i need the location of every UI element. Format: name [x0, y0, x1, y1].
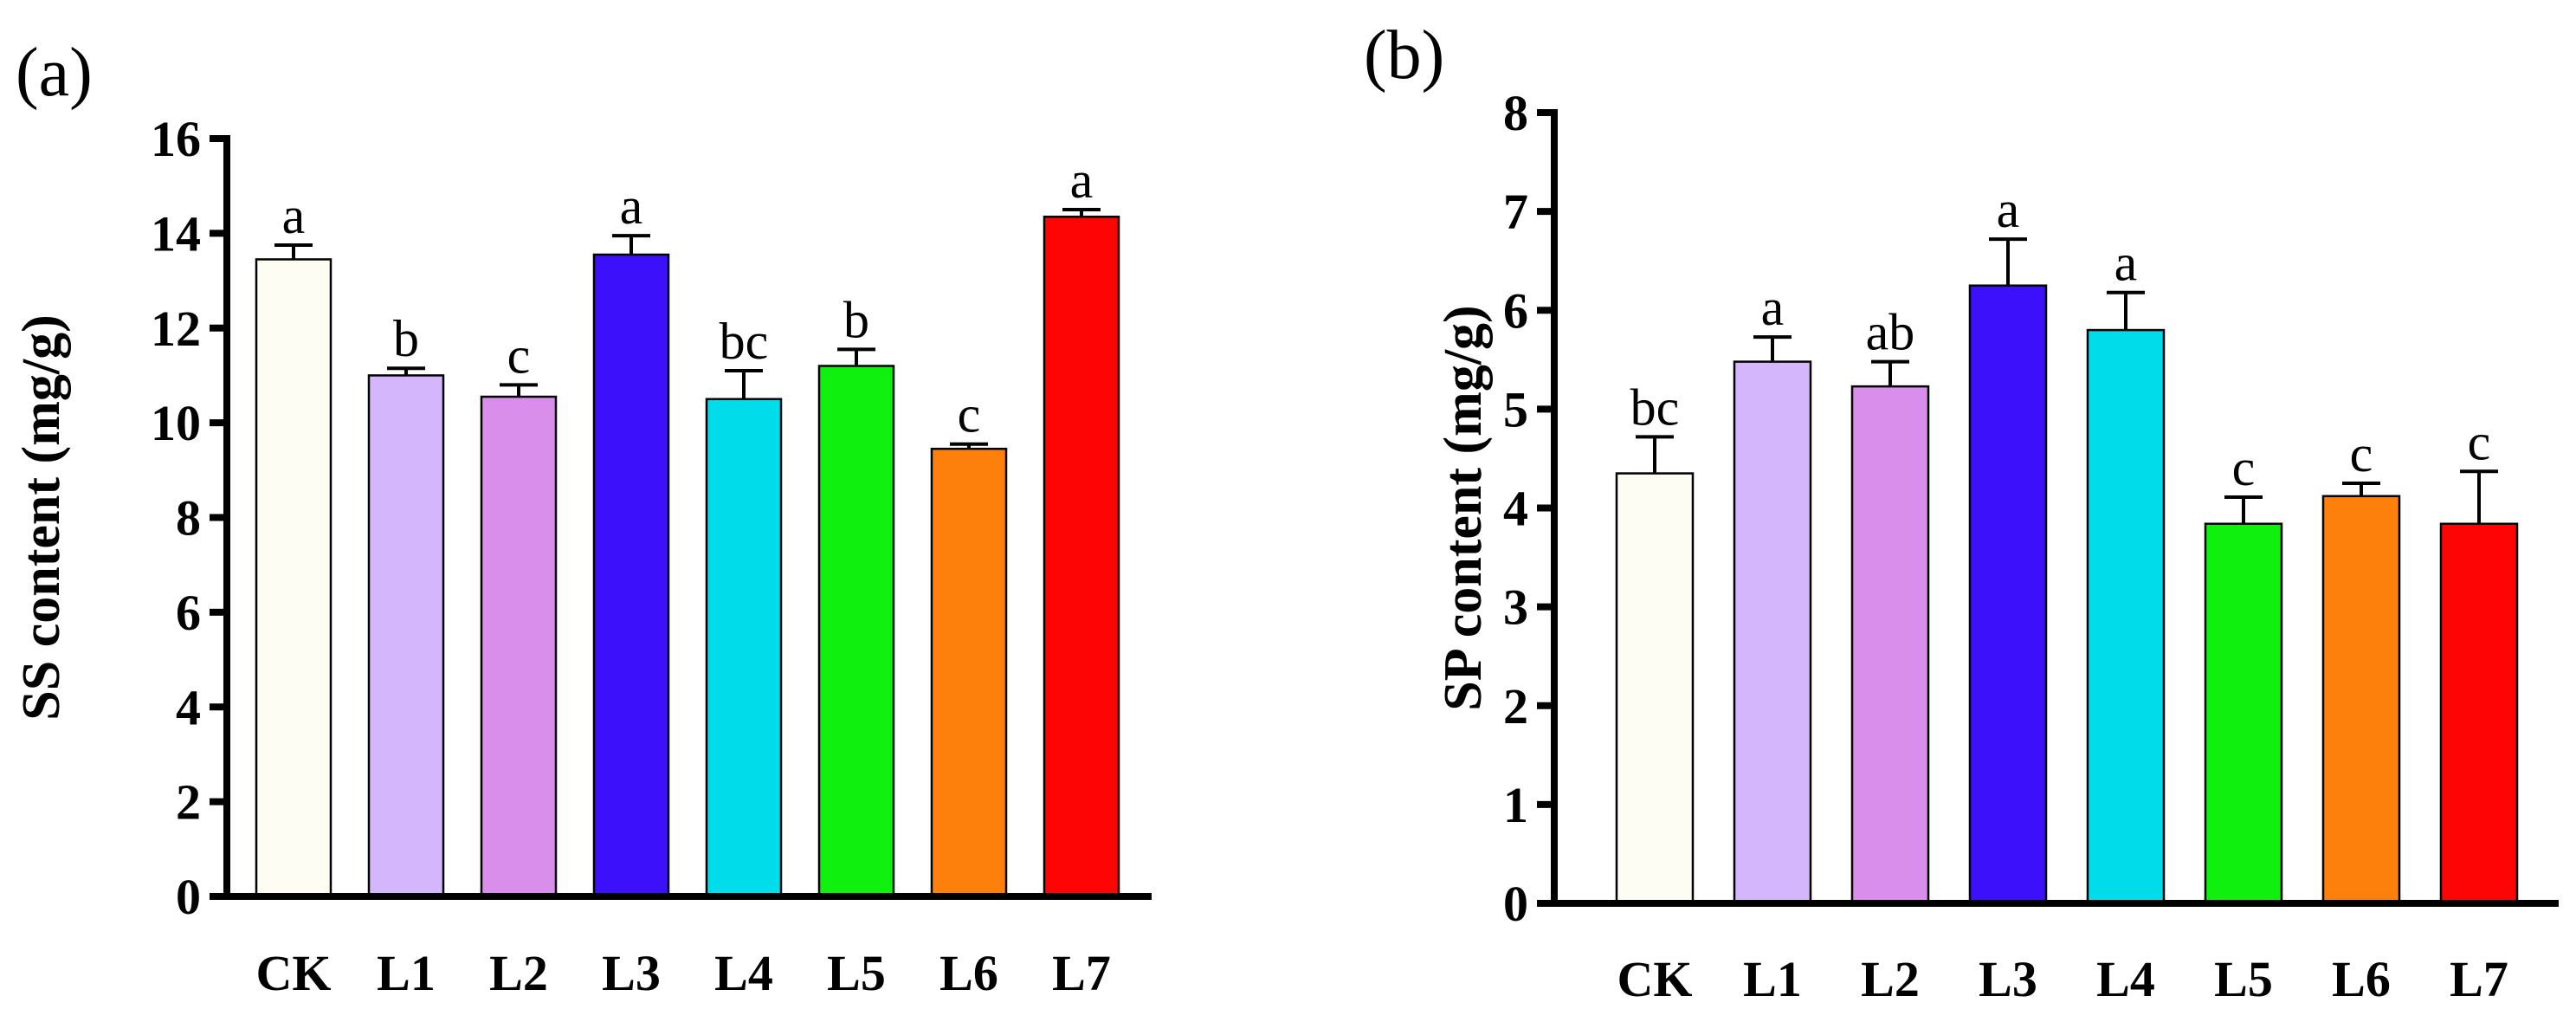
y-tick-label: 10 — [151, 395, 201, 451]
y-tick-label: 4 — [1503, 481, 1528, 537]
y-tick-label: 6 — [176, 585, 201, 641]
y-tick-label: 7 — [1503, 184, 1528, 240]
bar-l5 — [817, 365, 895, 898]
y-tick-label: 2 — [176, 774, 201, 831]
y-axis-title: SS content (mg/g) — [12, 314, 71, 720]
y-tick-label: 0 — [1503, 876, 1528, 932]
bar-l1 — [1733, 360, 1812, 905]
panel-label: (b) — [1364, 17, 1444, 94]
bar-l3 — [1968, 284, 2048, 905]
significance-label: bc — [1630, 378, 1680, 436]
significance-label: c — [958, 386, 981, 443]
significance-label: c — [507, 327, 531, 384]
significance-label: c — [2468, 413, 2491, 470]
x-tick-label: L2 — [1861, 951, 1920, 1007]
chart-panel-b: (b) SP content (mg/g) bc CK a L1 ab L2 a L3 a L4 c L5… — [1364, 17, 2559, 1007]
y-axis-title: SP content (mg/g) — [1434, 305, 1493, 710]
significance-label: c — [2350, 425, 2373, 482]
x-tick-label: L5 — [2214, 951, 2273, 1007]
x-tick-label: L4 — [2096, 951, 2155, 1007]
significance-label: a — [1761, 279, 1785, 336]
y-tick-label: 8 — [176, 490, 201, 547]
bar-ck — [1615, 472, 1695, 905]
bar-l2 — [1850, 385, 1930, 905]
panel-label: (a) — [16, 35, 93, 111]
bar-l4 — [2086, 328, 2166, 905]
bar-l1 — [367, 374, 445, 898]
y-tick-label: 5 — [1503, 381, 1528, 437]
y-tick-label: 2 — [1503, 678, 1528, 734]
y-tick-label: 12 — [151, 301, 201, 357]
x-tick-label: CK — [1617, 951, 1693, 1007]
bar-l2 — [480, 395, 558, 898]
significance-label: c — [2232, 439, 2256, 496]
x-tick-label: L4 — [714, 945, 773, 1001]
bar-l7 — [1043, 215, 1120, 898]
bar-l6 — [930, 447, 1008, 898]
y-tick-label: 16 — [151, 111, 201, 167]
x-tick-label: L7 — [2450, 951, 2508, 1007]
x-tick-label: L7 — [1052, 945, 1111, 1001]
bar-l3 — [592, 253, 670, 898]
bar-l7 — [2439, 522, 2519, 905]
x-tick-label: L5 — [827, 945, 886, 1001]
significance-label: b — [393, 310, 419, 367]
significance-label: bc — [720, 313, 769, 370]
x-tick-label: L6 — [2332, 951, 2391, 1007]
x-tick-label: L3 — [602, 945, 661, 1001]
x-tick-label: L1 — [377, 945, 436, 1001]
bar-l4 — [705, 398, 783, 898]
x-tick-label: L6 — [939, 945, 998, 1001]
y-tick-label: 6 — [1503, 282, 1528, 339]
x-tick-label: CK — [256, 945, 332, 1001]
significance-label: a — [1997, 181, 2020, 238]
significance-label: a — [1070, 152, 1094, 209]
y-tick-label: 3 — [1503, 579, 1528, 636]
y-tick-label: 4 — [176, 679, 201, 735]
chart-panel-a: (a) SS content (mg/g) a CK b L1 c L2 a L3 bc L4 b L5 c… — [12, 35, 1152, 1001]
x-tick-label: L3 — [1979, 951, 2037, 1007]
significance-label: ab — [1866, 304, 1915, 361]
y-tick-label: 0 — [176, 869, 201, 925]
bar-l5 — [2204, 522, 2283, 905]
y-tick-label: 8 — [1503, 85, 1528, 141]
bar-l6 — [2321, 495, 2401, 905]
x-tick-label: L1 — [1743, 951, 1802, 1007]
y-tick-label: 1 — [1503, 777, 1528, 833]
significance-label: a — [282, 187, 306, 244]
significance-label: a — [2114, 235, 2138, 292]
significance-label: a — [620, 178, 643, 235]
bar-ck — [255, 258, 332, 898]
significance-label: b — [843, 291, 869, 348]
x-tick-label: L2 — [489, 945, 548, 1001]
y-tick-label: 14 — [151, 205, 201, 262]
